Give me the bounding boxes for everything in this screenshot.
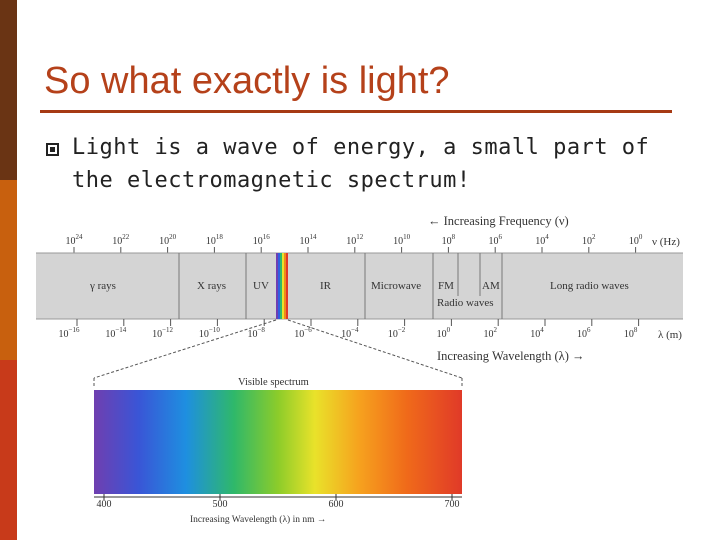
wavelength-tick-label: 106 xyxy=(577,326,591,340)
title-underline xyxy=(40,110,672,113)
wavelength-tick-label: 10−6 xyxy=(294,326,312,340)
wavelength-tick-label: 10−12 xyxy=(152,326,173,340)
spectrum-band-background xyxy=(36,253,683,319)
band-dividers xyxy=(178,253,503,319)
wavelength-tick-label: 102 xyxy=(483,326,497,340)
zoom-lines xyxy=(93,319,463,386)
frequency-tick-label: 102 xyxy=(582,233,596,247)
frequency-unit: ν (Hz) xyxy=(652,236,680,248)
visible-tick-label: 600 xyxy=(329,499,344,510)
wavelength-tick-label: 104 xyxy=(530,326,544,340)
frequency-tick-label: 1020 xyxy=(159,233,177,247)
visible-axis-label: Increasing Wavelength (λ) in nm → xyxy=(190,514,326,525)
band-ir: IR xyxy=(320,280,332,292)
visible-tick-label: 500 xyxy=(213,499,228,510)
bullet-text: Light is a wave of energy, a small part … xyxy=(72,135,650,193)
frequency-tick-label: 104 xyxy=(535,233,549,247)
visible-strip xyxy=(276,253,288,319)
wavelength-tick-label: 10−4 xyxy=(341,326,359,340)
sidebar-decoration xyxy=(0,0,17,540)
wavelength-tick-label: 10−2 xyxy=(388,326,406,340)
band-radio-waves: Radio waves xyxy=(437,297,494,309)
frequency-tick-label: 108 xyxy=(442,233,456,247)
wavelength-tick-label: 10−10 xyxy=(199,326,220,340)
square-bullet-icon xyxy=(46,143,59,156)
band-fm: FM xyxy=(438,280,454,292)
wavelength-tick-label: 10−16 xyxy=(59,326,80,340)
wavelength-tick-label: 10−14 xyxy=(105,326,126,340)
frequency-tick-label: 1018 xyxy=(206,233,224,247)
band-uv: UV xyxy=(253,280,269,292)
band-am: AM xyxy=(482,280,500,292)
frequency-label: ← Increasing Frequency (ν) xyxy=(428,214,569,228)
wavelength-label: Increasing Wavelength (λ) → xyxy=(437,349,584,363)
sidebar-segment-bottom xyxy=(0,360,17,540)
frequency-ticks: 1024 1022 1020 1018 1016 1014 1012 1010 108 106 10… xyxy=(66,233,643,253)
frequency-tick-label: 106 xyxy=(488,233,502,247)
band-gamma-rays: γ rays xyxy=(89,280,116,292)
visible-spectrum-bar xyxy=(94,390,462,494)
frequency-tick-label: 1012 xyxy=(346,233,364,247)
slide-title: So what exactly is light? xyxy=(44,60,450,102)
wavelength-tick-label: 10−8 xyxy=(247,326,265,340)
sidebar-segment-top xyxy=(0,0,17,180)
band-microwave: Microwave xyxy=(371,280,421,292)
visible-tick-label: 400 xyxy=(97,499,112,510)
frequency-tick-label: 1022 xyxy=(112,233,130,247)
wavelength-ticks: 10−16 10−14 10−12 10−10 10−8 10−6 10−4 10−2 100 1… xyxy=(59,319,640,340)
visible-tick-label: 700 xyxy=(445,499,460,510)
wavelength-unit: λ (m) xyxy=(658,329,682,341)
visible-axis-ticks: 400 500 600 700 xyxy=(97,494,460,510)
frequency-tick-label: 1016 xyxy=(253,233,271,247)
frequency-tick-label: 1024 xyxy=(66,233,84,247)
band-x-rays: X rays xyxy=(197,280,226,292)
band-long-radio-waves: Long radio waves xyxy=(550,280,629,292)
visible-spectrum-title: Visible spectrum xyxy=(238,377,309,388)
sidebar-segment-middle xyxy=(0,180,17,360)
frequency-tick-label: 100 xyxy=(629,233,643,247)
wavelength-tick-label: 100 xyxy=(437,326,451,340)
frequency-tick-label: 1010 xyxy=(393,233,411,247)
wavelength-tick-label: 108 xyxy=(624,326,638,340)
frequency-tick-label: 1014 xyxy=(300,233,318,247)
